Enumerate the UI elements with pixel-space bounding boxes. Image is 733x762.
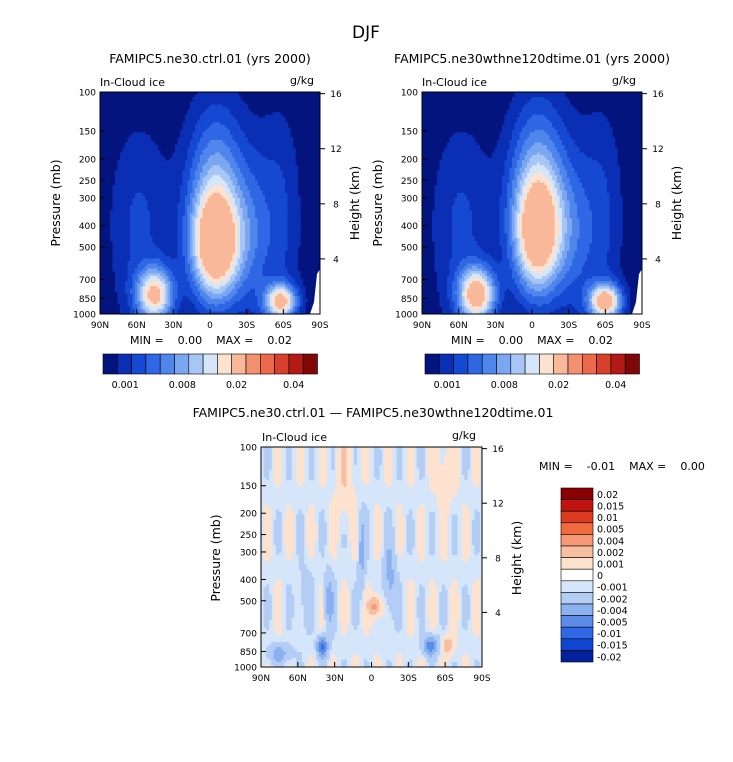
panel-left: FAMIPC5.ne30.ctrl.01 (yrs 2000) In-Cloud… [48, 51, 362, 391]
panel-left-units: g/kg [290, 74, 314, 87]
figure-title: DJF [352, 23, 380, 43]
figure: DJF FAMIPC5.ne30.ctrl.01 (yrs 2000) In-C… [0, 0, 733, 762]
panel-left-title: FAMIPC5.ne30.ctrl.01 (yrs 2000) [109, 51, 311, 66]
plot-left: 90N 60N 30N 0 30S 60S 90S100150200250300400500… [73, 89, 342, 332]
panel-left-field: In-Cloud ice [100, 76, 165, 89]
